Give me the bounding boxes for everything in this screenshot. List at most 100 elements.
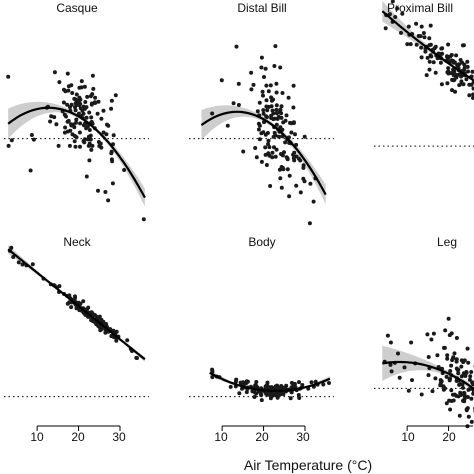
data-point <box>466 387 471 392</box>
data-point <box>274 90 279 95</box>
data-point <box>234 377 239 382</box>
data-point <box>90 73 95 78</box>
data-point <box>264 163 269 167</box>
data-point <box>291 105 296 110</box>
data-point <box>70 91 75 95</box>
data-point <box>259 65 264 70</box>
data-point <box>268 83 273 88</box>
data-point <box>62 130 67 135</box>
data-point <box>383 26 388 31</box>
x-axis-line <box>36 425 121 431</box>
data-point <box>387 12 392 17</box>
panel-title: Body <box>248 235 275 249</box>
data-point <box>447 377 452 382</box>
data-point <box>266 104 271 109</box>
data-point <box>457 413 462 418</box>
data-point <box>425 55 430 60</box>
data-point <box>78 121 83 126</box>
data-point <box>89 115 94 120</box>
panel-title: Neck <box>63 235 91 249</box>
data-point <box>385 333 390 338</box>
data-point <box>84 115 89 120</box>
x-axis-panel-1: 10 20 30 <box>30 430 126 444</box>
data-point <box>273 384 278 389</box>
data-point <box>109 106 114 111</box>
data-point <box>64 114 68 119</box>
data-point <box>265 115 269 120</box>
data-point <box>452 77 457 82</box>
data-point <box>296 156 301 161</box>
data-point <box>272 145 276 150</box>
data-point <box>281 392 286 397</box>
data-point <box>419 24 424 29</box>
data-point <box>57 284 62 289</box>
data-point <box>279 185 284 190</box>
data-point <box>85 307 89 312</box>
data-point <box>272 130 277 135</box>
data-point <box>444 374 449 379</box>
data-point <box>469 370 474 374</box>
data-point <box>469 396 474 401</box>
data-point <box>445 353 450 358</box>
data-point <box>296 393 301 397</box>
data-point <box>422 35 427 40</box>
data-point <box>405 42 410 47</box>
data-point <box>449 331 454 336</box>
data-point <box>419 55 424 60</box>
data-point <box>451 73 456 78</box>
data-point <box>254 383 258 388</box>
data-point <box>453 89 457 94</box>
data-point <box>287 194 292 199</box>
panel-casque: Casque <box>56 1 98 15</box>
data-point <box>81 139 86 144</box>
data-point <box>433 70 438 75</box>
data-point <box>84 174 89 179</box>
data-point <box>273 44 278 49</box>
data-point <box>451 392 455 397</box>
data-point <box>419 45 424 50</box>
fit-curve <box>381 10 474 82</box>
data-point <box>97 314 102 319</box>
data-point <box>82 84 87 89</box>
data-point <box>274 103 279 108</box>
data-point <box>254 391 259 396</box>
data-point <box>259 398 264 403</box>
data-point <box>266 89 271 94</box>
data-point <box>471 391 474 396</box>
data-point <box>228 384 233 389</box>
data-point <box>462 62 467 67</box>
data-point <box>409 340 414 345</box>
data-point <box>458 390 463 395</box>
data-point <box>458 58 463 62</box>
data-point <box>66 88 71 93</box>
data-point <box>57 80 62 85</box>
data-point <box>301 163 306 168</box>
data-point <box>210 111 215 116</box>
data-point <box>302 134 307 139</box>
x-tick-label: 10 <box>401 430 415 444</box>
x-tick-label: 30 <box>296 430 310 444</box>
data-point <box>266 142 270 147</box>
data-point <box>461 360 466 365</box>
panel-neck: Neck <box>63 235 91 249</box>
data-point <box>464 370 469 375</box>
data-point <box>428 53 433 58</box>
data-point <box>297 380 301 385</box>
data-point <box>271 134 276 139</box>
data-point <box>448 369 453 373</box>
data-point <box>281 120 286 125</box>
data-point <box>462 396 467 401</box>
data-point <box>289 130 294 135</box>
data-point <box>449 363 454 368</box>
data-point <box>466 360 471 365</box>
data-point <box>439 46 444 51</box>
panel-3-plot <box>374 0 474 147</box>
confidence-band <box>8 101 145 207</box>
data-point <box>470 380 474 385</box>
data-point <box>461 385 465 390</box>
data-point <box>408 42 413 47</box>
data-point <box>441 385 446 390</box>
data-point <box>289 390 294 395</box>
data-point <box>446 66 451 71</box>
